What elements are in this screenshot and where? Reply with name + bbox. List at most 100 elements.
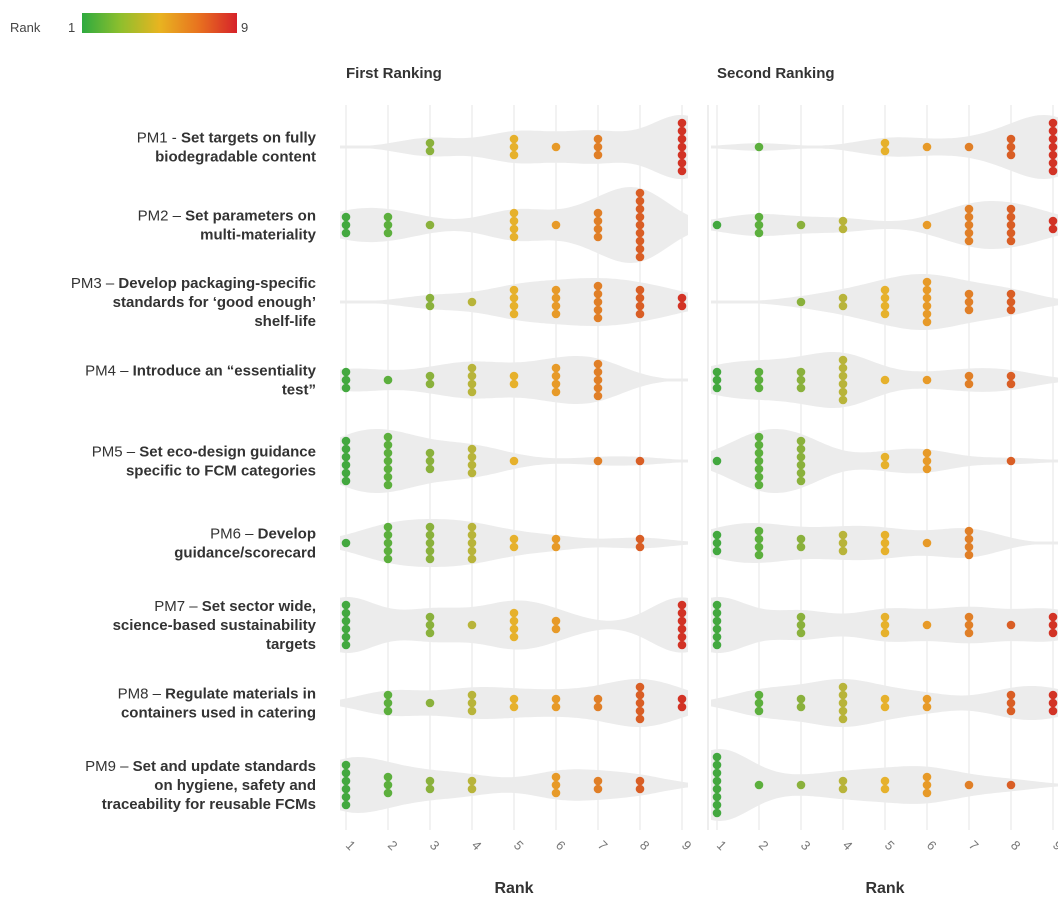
data-point (635, 244, 645, 254)
data-point (1048, 158, 1058, 168)
data-point (880, 309, 890, 319)
data-point (593, 289, 603, 299)
x-tick-label: 9 (679, 838, 695, 854)
data-point (964, 780, 974, 790)
data-point (551, 542, 561, 552)
data-point (509, 542, 519, 552)
data-point (1006, 236, 1016, 246)
data-point (677, 293, 687, 303)
data-point (796, 444, 806, 454)
data-point (551, 220, 561, 230)
x-tick-label: 6 (553, 838, 569, 854)
data-point (341, 444, 351, 454)
row-label-pm8: PM8 – Regulate materials in containers us… (118, 686, 316, 722)
data-point (964, 297, 974, 307)
data-point (754, 432, 764, 442)
data-point (838, 784, 848, 794)
data-point (467, 387, 477, 397)
data-point (593, 313, 603, 323)
data-point (509, 632, 519, 642)
data-point (593, 281, 603, 291)
data-point (383, 456, 393, 466)
data-point (964, 305, 974, 315)
data-point (1048, 620, 1058, 630)
data-point (551, 301, 561, 311)
data-point (383, 546, 393, 556)
data-point (551, 534, 561, 544)
data-point (677, 600, 687, 610)
data-point (551, 363, 561, 373)
data-point (593, 134, 603, 144)
data-point (1006, 698, 1016, 708)
data-point (509, 534, 519, 544)
data-point (551, 371, 561, 381)
data-point (341, 436, 351, 446)
data-point (593, 142, 603, 152)
data-point (509, 616, 519, 626)
row-label-pm9: PM9 – Set and update standards on hygiene… (85, 758, 316, 813)
data-point (838, 546, 848, 556)
data-point (838, 395, 848, 405)
data-point (796, 620, 806, 630)
data-point (341, 640, 351, 650)
data-point (509, 232, 519, 242)
data-point (1006, 150, 1016, 160)
data-point (467, 468, 477, 478)
data-point (922, 788, 932, 798)
data-point (467, 554, 477, 564)
data-point (467, 363, 477, 373)
data-point (838, 698, 848, 708)
data-point (677, 158, 687, 168)
data-point (383, 554, 393, 564)
data-point (964, 542, 974, 552)
data-point (635, 196, 645, 206)
data-point (754, 690, 764, 700)
data-point (341, 383, 351, 393)
data-point (796, 542, 806, 552)
data-point (677, 150, 687, 160)
data-point (467, 452, 477, 462)
data-point (551, 309, 561, 319)
data-point (425, 138, 435, 148)
data-point (383, 780, 393, 790)
data-point (754, 367, 764, 377)
data-point (383, 706, 393, 716)
x-tick-label: 1 (343, 838, 359, 854)
row-label-pm7: PM7 – Set sector wide, science-based sust… (113, 598, 317, 653)
data-point (880, 146, 890, 156)
data-point (677, 142, 687, 152)
data-point (964, 612, 974, 622)
data-point (341, 600, 351, 610)
data-point (383, 480, 393, 490)
data-point (1048, 612, 1058, 622)
data-point (425, 448, 435, 458)
data-point (509, 608, 519, 618)
x-axis-title: Rank (865, 880, 904, 897)
data-point (341, 367, 351, 377)
row-label-pm6: PM6 – Develop guidance/scorecard (174, 526, 316, 562)
data-point (964, 142, 974, 152)
violin-pm9 (340, 757, 688, 813)
data-point (635, 309, 645, 319)
data-point (509, 301, 519, 311)
data-point (425, 464, 435, 474)
data-point (796, 375, 806, 385)
data-point (796, 628, 806, 638)
row-label-pm4: PM4 – Introduce an “essentiality test” (85, 363, 317, 399)
data-point (754, 706, 764, 716)
data-point (964, 220, 974, 230)
data-point (425, 456, 435, 466)
data-point (754, 440, 764, 450)
data-point (635, 784, 645, 794)
data-point (880, 293, 890, 303)
data-point (964, 228, 974, 238)
data-point (880, 301, 890, 311)
data-point (796, 694, 806, 704)
data-point (712, 546, 722, 556)
data-point (341, 760, 351, 770)
data-point (383, 212, 393, 222)
data-point (880, 784, 890, 794)
row-label-pm2: PM2 – Set parameters on multi-materiality (138, 208, 317, 244)
x-tick-label: 1 (714, 838, 730, 854)
data-point (341, 632, 351, 642)
